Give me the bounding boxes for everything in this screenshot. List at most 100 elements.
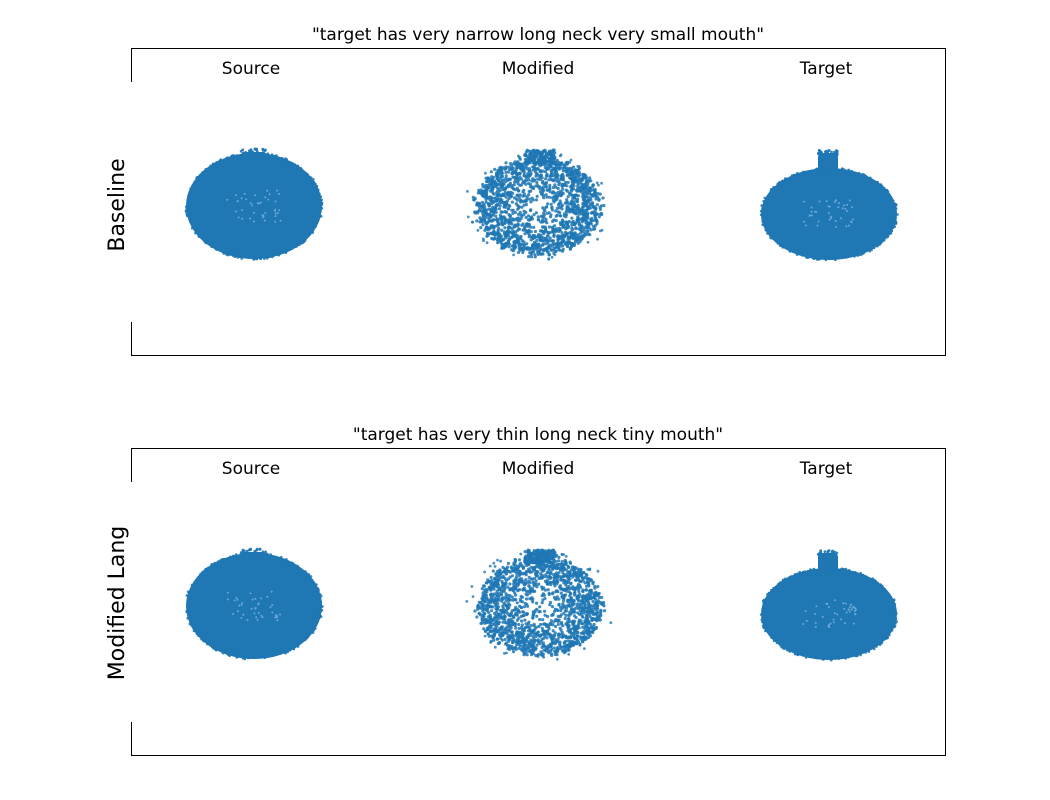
point bbox=[521, 566, 526, 571]
point bbox=[270, 153, 274, 156]
point bbox=[561, 169, 565, 173]
point bbox=[545, 172, 549, 176]
point bbox=[250, 607, 253, 610]
point bbox=[484, 171, 487, 175]
point bbox=[854, 571, 857, 574]
point bbox=[553, 171, 557, 175]
point bbox=[551, 179, 556, 183]
point bbox=[530, 179, 534, 183]
point bbox=[500, 169, 504, 173]
point bbox=[553, 160, 558, 164]
column-label-target: Target bbox=[799, 59, 853, 79]
point bbox=[557, 181, 562, 185]
point bbox=[582, 234, 586, 238]
point bbox=[848, 610, 851, 613]
point bbox=[503, 637, 507, 642]
point bbox=[489, 197, 494, 201]
point bbox=[543, 588, 548, 592]
point bbox=[260, 614, 263, 617]
point bbox=[763, 200, 767, 203]
point bbox=[548, 183, 552, 187]
point bbox=[536, 218, 541, 222]
point bbox=[491, 205, 495, 209]
point bbox=[211, 645, 214, 649]
point bbox=[568, 560, 572, 564]
point bbox=[864, 174, 867, 178]
point bbox=[831, 550, 835, 554]
point bbox=[560, 621, 564, 625]
point bbox=[504, 594, 508, 598]
point bbox=[893, 615, 897, 618]
point bbox=[868, 249, 871, 253]
point bbox=[894, 622, 897, 625]
point bbox=[540, 555, 544, 559]
point bbox=[513, 591, 517, 595]
point bbox=[195, 632, 199, 636]
point bbox=[541, 220, 545, 224]
point bbox=[586, 240, 590, 244]
point bbox=[499, 609, 503, 613]
point bbox=[504, 165, 508, 169]
point bbox=[801, 170, 805, 174]
point bbox=[483, 595, 487, 600]
point bbox=[568, 594, 572, 598]
point bbox=[520, 205, 524, 209]
point bbox=[285, 558, 288, 561]
point bbox=[494, 173, 498, 177]
point bbox=[546, 202, 550, 206]
point bbox=[762, 625, 765, 628]
point bbox=[573, 590, 577, 594]
point bbox=[232, 254, 235, 257]
point bbox=[576, 197, 580, 201]
point bbox=[533, 229, 538, 234]
point bbox=[534, 167, 538, 171]
point bbox=[561, 564, 565, 568]
point bbox=[847, 168, 851, 172]
point bbox=[263, 656, 267, 659]
column-label-modified: Modified bbox=[502, 459, 575, 479]
point bbox=[540, 637, 544, 641]
point bbox=[507, 213, 511, 217]
point bbox=[527, 549, 531, 553]
point bbox=[540, 192, 544, 196]
point bbox=[482, 584, 486, 588]
point bbox=[539, 572, 543, 576]
point bbox=[843, 607, 846, 610]
point bbox=[567, 613, 571, 617]
point bbox=[495, 177, 499, 181]
point bbox=[525, 649, 529, 654]
point bbox=[256, 150, 259, 154]
point bbox=[843, 204, 846, 207]
point bbox=[533, 639, 537, 643]
point bbox=[514, 598, 518, 602]
point bbox=[591, 609, 595, 614]
point bbox=[561, 178, 566, 182]
point bbox=[529, 225, 533, 229]
point bbox=[507, 197, 511, 201]
point bbox=[517, 558, 522, 562]
point bbox=[535, 643, 539, 647]
point bbox=[515, 174, 519, 178]
point bbox=[312, 180, 316, 184]
point bbox=[250, 152, 254, 156]
point bbox=[764, 228, 767, 232]
point bbox=[242, 151, 246, 155]
point bbox=[314, 586, 318, 590]
point bbox=[589, 222, 593, 226]
point bbox=[769, 234, 772, 238]
point bbox=[761, 620, 764, 624]
point bbox=[489, 624, 493, 628]
point bbox=[499, 636, 503, 640]
point bbox=[534, 608, 538, 612]
point bbox=[815, 656, 818, 660]
target-point-cloud bbox=[760, 549, 898, 662]
point bbox=[185, 594, 189, 597]
point bbox=[577, 618, 582, 622]
point bbox=[588, 577, 592, 582]
point bbox=[524, 182, 528, 186]
point bbox=[496, 182, 500, 187]
point bbox=[524, 622, 528, 626]
point bbox=[527, 255, 531, 259]
point bbox=[318, 607, 322, 611]
point bbox=[527, 247, 531, 251]
